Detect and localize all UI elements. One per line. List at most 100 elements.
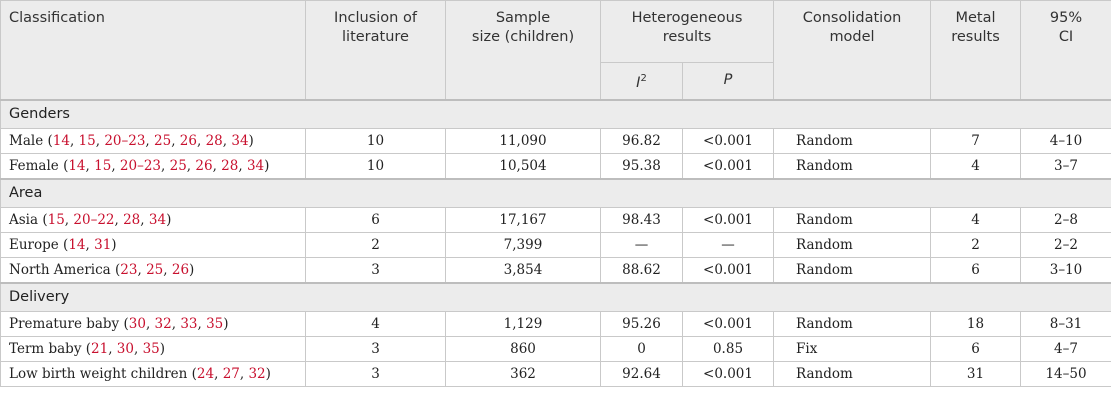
reference: 20–23: [104, 132, 146, 149]
label-text: ,: [171, 315, 181, 332]
row-label: Male (14, 15, 20–23, 25, 26, 28, 34): [0, 127, 306, 154]
cell: Random: [773, 152, 932, 179]
label-text: ,: [95, 132, 105, 149]
reference: 25: [146, 261, 164, 278]
reference: 20–23: [119, 157, 162, 174]
label-text: ,: [238, 157, 247, 174]
label-text: ,: [114, 211, 124, 228]
reference: 32: [248, 365, 266, 382]
header-text: Inclusion of: [334, 10, 417, 26]
label-text: ,: [196, 132, 206, 149]
label-text: ,: [140, 211, 149, 228]
data-row: Male (14, 15, 20–23, 25, 26, 28, 34) 10 11…: [0, 127, 1111, 154]
label-text: ): [166, 211, 172, 228]
cell: Random: [773, 310, 932, 337]
data-row: Term baby (21, 30, 35) 3 860 0 0.85 Fix 6 4–7: [0, 335, 1111, 362]
cell: 7,399: [445, 231, 601, 258]
cell: 4–7: [1020, 335, 1111, 362]
header-text: CI: [1058, 29, 1074, 45]
header-text: literature: [342, 29, 409, 45]
data-row: North America (23, 25, 26) 3 3,854 88.62 <0.…: [0, 256, 1111, 283]
header-text: Metal: [955, 10, 996, 26]
section-row: Delivery: [0, 281, 1111, 312]
reference: 25: [169, 157, 187, 174]
header-cell: I2: [600, 62, 683, 100]
cell: 3–7: [1020, 152, 1111, 179]
results-table: Classification Inclusion of literature Samp…: [0, 0, 1111, 387]
cell: 98.43: [600, 206, 683, 233]
cell: 3,854: [445, 256, 601, 283]
header-text: Consolidation: [802, 10, 902, 26]
cell: 92.64: [600, 360, 683, 387]
header-cell: Heterogeneous results: [599, 0, 775, 63]
cell: 4: [930, 152, 1022, 179]
cell: 95.38: [600, 152, 683, 179]
section-title: Area: [0, 177, 1111, 208]
cell: 8–31: [1020, 310, 1111, 337]
cell: <0.001: [681, 310, 775, 337]
label-text: ,: [111, 157, 120, 174]
label-text: Female (: [9, 157, 69, 174]
reference: 30: [128, 315, 146, 332]
label-text: ): [223, 315, 229, 332]
header-text: Sample: [495, 10, 551, 26]
label-text: ,: [85, 157, 95, 174]
label-text: ,: [108, 340, 117, 357]
label-text: ): [248, 132, 254, 149]
cell: —: [600, 231, 683, 258]
label-text: Asia (: [9, 211, 48, 228]
reference: 14: [52, 132, 70, 149]
reference: 23: [120, 261, 138, 278]
header-text: Classification: [9, 10, 105, 26]
cell: 0: [600, 335, 683, 362]
label-text: ): [111, 236, 117, 253]
reference: 28: [205, 132, 223, 149]
header-row: I2 P: [1, 62, 1111, 100]
reference: 26: [171, 261, 190, 278]
cell: 3: [305, 335, 446, 362]
header-text: results: [951, 29, 1000, 45]
cell: 10,504: [445, 152, 601, 179]
header-cell: Sample size (children): [445, 0, 601, 100]
section-row: Area: [0, 177, 1111, 208]
cell: <0.001: [681, 256, 775, 283]
header-row: Classification Inclusion of literature Samp…: [0, 0, 1111, 100]
reference: 28: [221, 157, 239, 174]
reference: 34: [246, 157, 265, 174]
cell: 14–50: [1020, 360, 1111, 387]
cell: 0.85: [681, 335, 775, 362]
reference: 14: [68, 157, 86, 174]
cell: —: [681, 231, 775, 258]
cell: 4: [305, 310, 446, 337]
header-cell: P: [681, 62, 775, 100]
reference: 15: [78, 132, 96, 149]
reference: 15: [47, 211, 65, 228]
header-cell: Metal results: [930, 0, 1022, 100]
label-text: ,: [171, 132, 180, 149]
reference: 24: [196, 365, 215, 382]
reference: 34: [231, 132, 249, 149]
data-row: Europe (14, 31) 2 7,399— — Random 2 2–2: [0, 231, 1111, 258]
cell: 860: [445, 335, 601, 362]
cell: 88.62: [600, 256, 683, 283]
label-text: ): [264, 157, 270, 174]
cell: Random: [773, 127, 932, 154]
row-label: Europe (14, 31): [0, 231, 306, 258]
header-text: results: [662, 29, 712, 45]
label-text: ,: [145, 315, 155, 332]
cell: Random: [773, 256, 932, 283]
reference: 32: [154, 315, 172, 332]
cell: 95.26: [600, 310, 683, 337]
cell: 3: [305, 360, 446, 387]
reference: 35: [142, 340, 160, 357]
cell: Random: [773, 360, 932, 387]
cell: Random: [773, 206, 932, 233]
cell: 6: [305, 206, 446, 233]
label-text: ,: [197, 315, 207, 332]
cell: 6: [930, 256, 1022, 283]
cell: Fix: [773, 335, 932, 362]
row-label: Premature baby (30, 32, 33, 35): [0, 310, 306, 337]
label-text: ,: [163, 261, 172, 278]
section-row: Genders: [0, 98, 1111, 129]
